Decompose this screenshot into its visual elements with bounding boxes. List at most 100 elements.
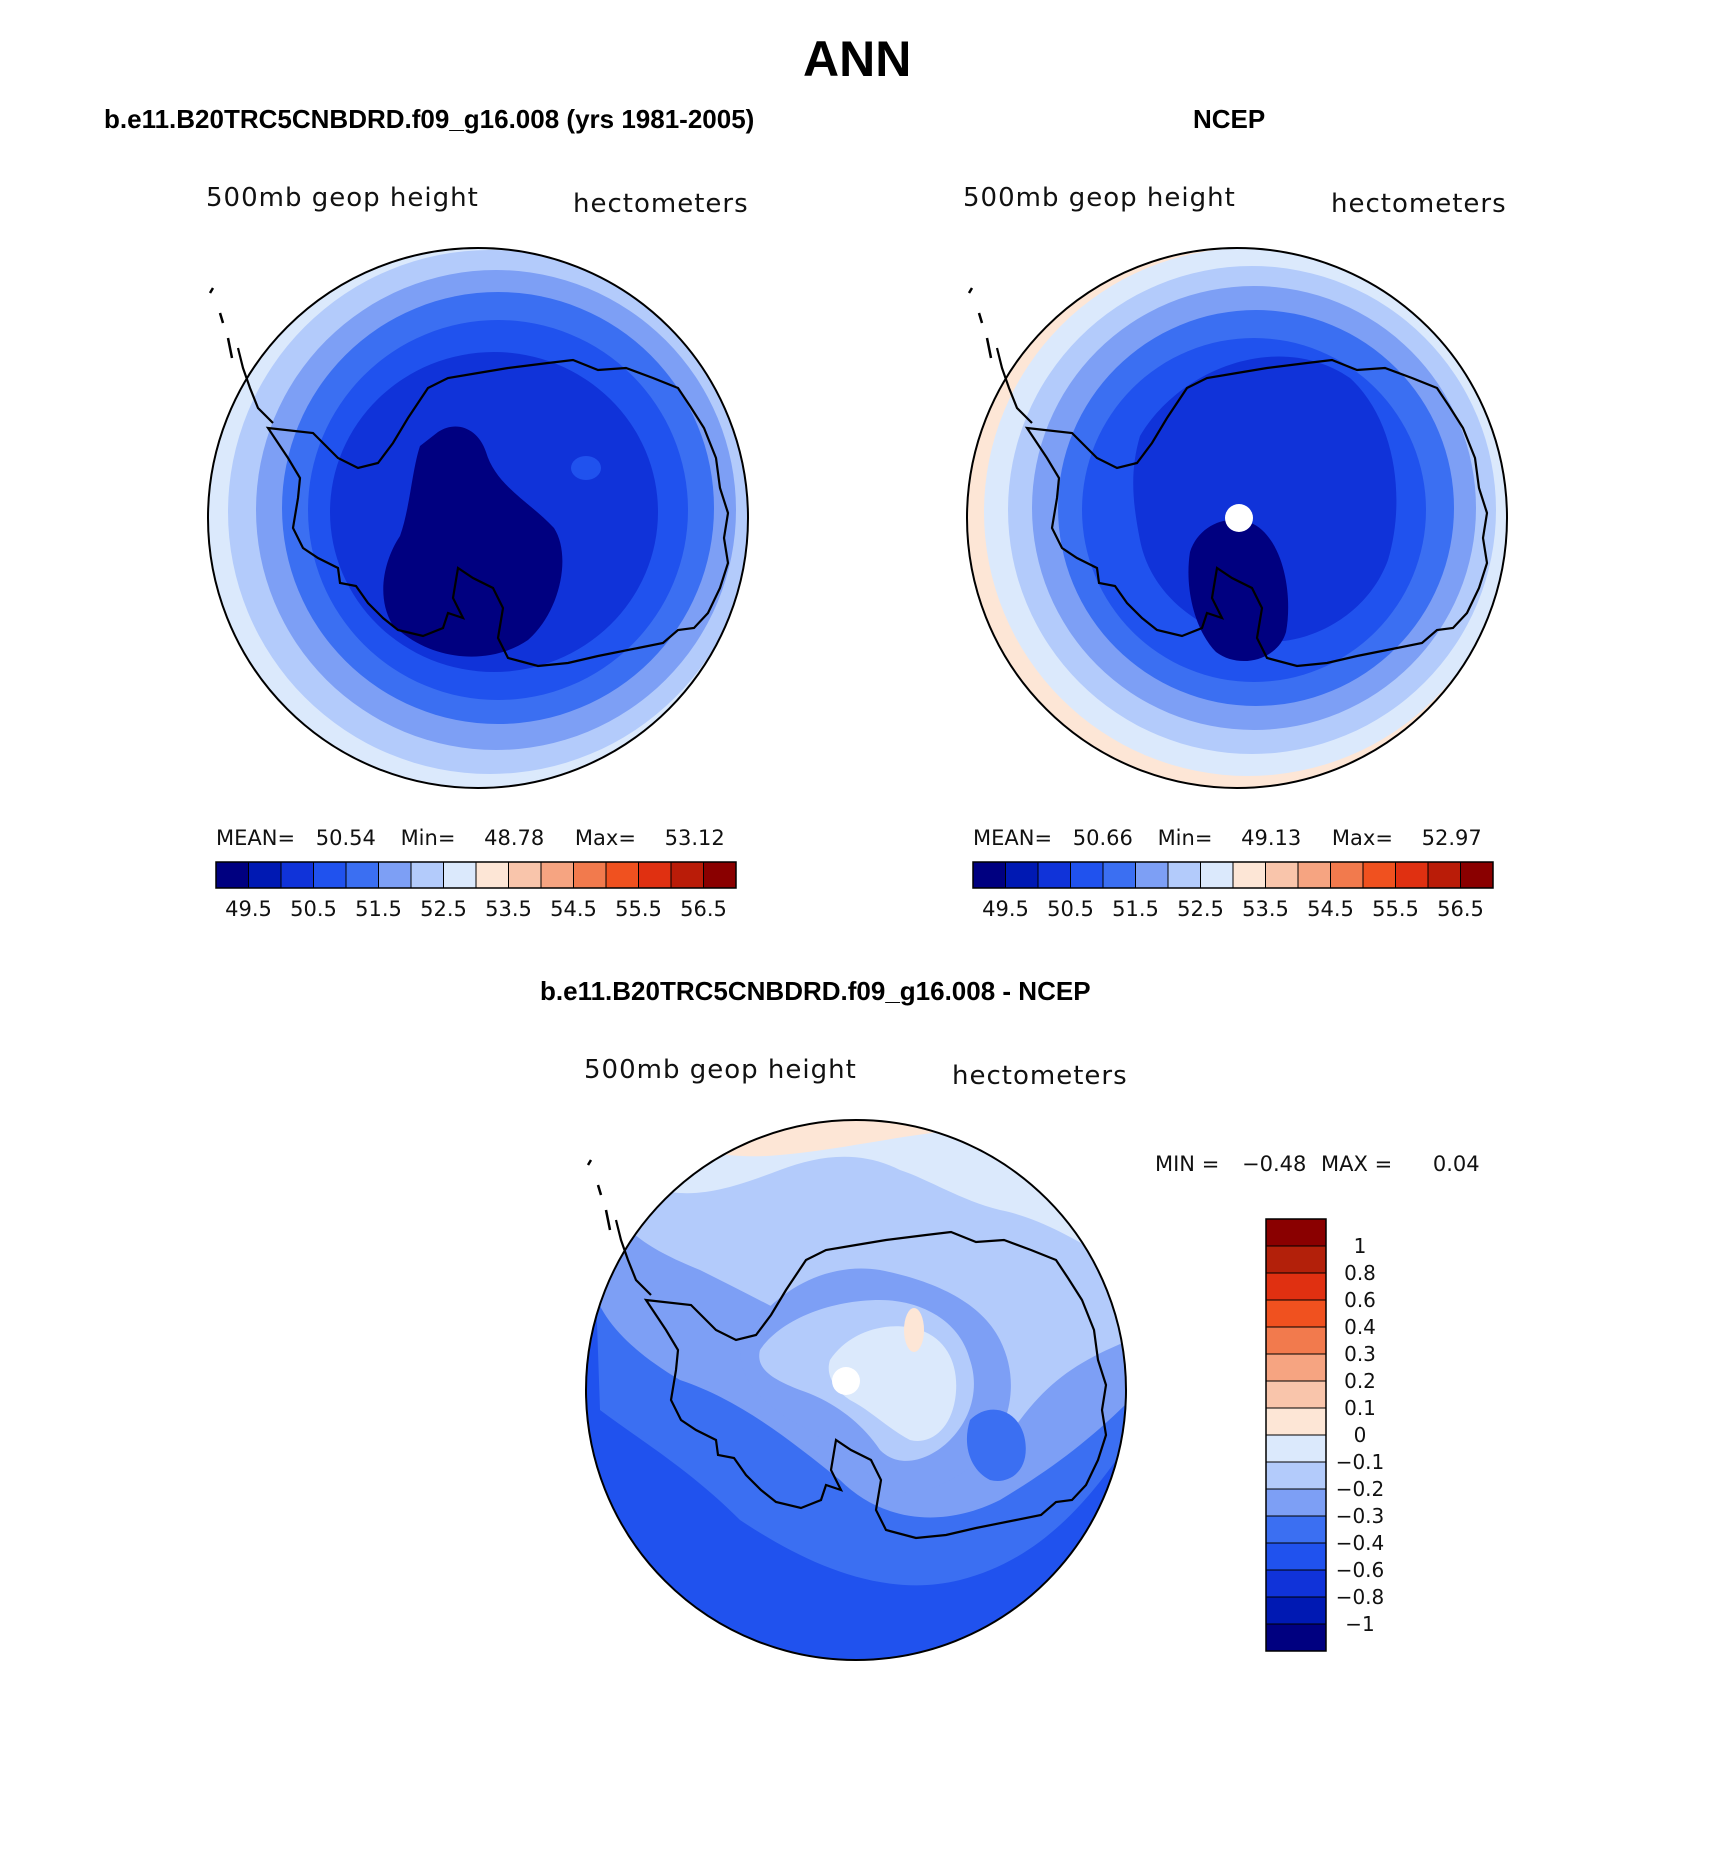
panel-1-colorbar-label: 49.5 xyxy=(225,897,272,921)
panel-1-colorbar-swatch xyxy=(215,861,249,889)
diff-max-label: MAX = xyxy=(1321,1152,1393,1176)
diff-colorbar-swatch xyxy=(1265,1353,1327,1382)
diff-colorbar-swatch xyxy=(1265,1569,1327,1598)
diff-colorbar-label: 0.4 xyxy=(1344,1315,1376,1339)
diff-colorbar-swatch xyxy=(1265,1461,1327,1490)
panel-1-colorbar-swatch xyxy=(313,861,347,889)
panel-1-colorbar-label: 51.5 xyxy=(355,897,402,921)
diff-colorbar-swatch xyxy=(1265,1542,1327,1571)
panel-1-map xyxy=(207,247,749,789)
diff-colorbar-swatch xyxy=(1265,1407,1327,1436)
panel-2-min: 49.13 xyxy=(1241,826,1302,850)
diff-colorbar-label: −0.4 xyxy=(1336,1531,1385,1555)
diff-colorbar-label: −0.3 xyxy=(1336,1504,1385,1528)
panel-1-colorbar-label: 55.5 xyxy=(615,897,662,921)
diff-colorbar-label: 0.2 xyxy=(1344,1369,1376,1393)
panel-2-colorbar-label: 53.5 xyxy=(1242,897,1289,921)
diff-colorbar-swatch xyxy=(1265,1596,1327,1625)
diff-colorbar-label: 0.6 xyxy=(1344,1288,1376,1312)
panel-2-colorbar-swatch xyxy=(1005,861,1039,889)
diff-colorbar-label: −0.6 xyxy=(1336,1558,1385,1582)
diff-colorbar: 1 0.8 0.6 0.4 0.3 0.2 0.1 0 −0.1 −0.2 −0.3 −0.4 −0.6… xyxy=(1265,1218,1385,1652)
panel-1-colorbar-swatch xyxy=(573,861,607,889)
panel-1-colorbar-swatch xyxy=(638,861,672,889)
panel-1-colorbar-label: 53.5 xyxy=(485,897,532,921)
panel-1-colorbar-swatch xyxy=(345,861,379,889)
panel-2-colorbar-label: 50.5 xyxy=(1047,897,1094,921)
diff-colorbar-swatch xyxy=(1265,1380,1327,1409)
panel-2-min-label: Min= xyxy=(1157,826,1213,850)
diff-colorbar-swatch xyxy=(1265,1299,1327,1328)
panel-2-colorbar-swatch xyxy=(1362,861,1396,889)
diff-colorbar-label: 1 xyxy=(1354,1234,1367,1258)
diff-colorbar-label: 0.3 xyxy=(1344,1342,1376,1366)
panel-2-colorbar-label: 49.5 xyxy=(982,897,1029,921)
diff-colorbar-swatch xyxy=(1265,1218,1327,1247)
panel-1-mean: 50.54 xyxy=(315,826,376,850)
panel-2-colorbar-swatch xyxy=(1460,861,1494,889)
panel-1-colorbar-swatch xyxy=(508,861,542,889)
panel-2-colorbar-swatch xyxy=(972,861,1006,889)
diff-colorbar-label: 0.1 xyxy=(1344,1396,1376,1420)
panel-1-colorbar-swatch xyxy=(540,861,574,889)
diff-colorbar-label: 0 xyxy=(1354,1423,1367,1447)
panel-2-mean: 50.66 xyxy=(1072,826,1133,850)
diff-colorbar-swatch xyxy=(1265,1434,1327,1463)
diff-variable: 500mb geop height xyxy=(584,1055,857,1085)
panel-2-colorbar-swatch xyxy=(1265,861,1299,889)
diff-min: −0.48 xyxy=(1241,1152,1307,1176)
panel-1-colorbar-swatch xyxy=(443,861,477,889)
panel-2-colorbar-label: 56.5 xyxy=(1437,897,1484,921)
panel-1-variable: 500mb geop height xyxy=(206,183,479,213)
panel-1-colorbar-swatch xyxy=(410,861,444,889)
panel-1-colorbar: 49.5 50.5 51.5 52.5 53.5 54.5 55.5 56.5 xyxy=(215,861,737,921)
diff-units: hectometers xyxy=(952,1061,1128,1091)
panel-1-colorbar-swatch xyxy=(280,861,314,889)
panel-2-variable: 500mb geop height xyxy=(963,183,1236,213)
panel-1-max: 53.12 xyxy=(664,826,725,850)
diff-colorbar-swatch xyxy=(1265,1245,1327,1274)
diff-max: 0.04 xyxy=(1432,1152,1480,1176)
panel-2-colorbar-swatch xyxy=(1070,861,1104,889)
panel-2-colorbar-swatch xyxy=(1167,861,1201,889)
panel-2-colorbar: 49.5 50.5 51.5 52.5 53.5 54.5 55.5 56.5 xyxy=(972,861,1494,921)
panel-1-colorbar-label: 52.5 xyxy=(420,897,467,921)
diff-colorbar-swatch xyxy=(1265,1488,1327,1517)
panel-1-mean-label: MEAN= xyxy=(216,826,296,850)
panel-1-stats: MEAN= 50.54 Min= 48.78 Max= 53.12 xyxy=(216,826,725,850)
diff-colorbar-label: −0.2 xyxy=(1336,1477,1385,1501)
diff-colorbar-swatch xyxy=(1265,1326,1327,1355)
panel-1-colorbar-swatch xyxy=(670,861,704,889)
panel-1-colorbar-swatch xyxy=(475,861,509,889)
panel-2-colorbar-swatch xyxy=(1395,861,1429,889)
panel-1-min-label: Min= xyxy=(400,826,456,850)
diff-colorbar-swatch xyxy=(1265,1515,1327,1544)
panel-2-colorbar-swatch xyxy=(1427,861,1461,889)
panel-2-colorbar-swatch xyxy=(1330,861,1364,889)
panel-1-min: 48.78 xyxy=(484,826,545,850)
panel-2-colorbar-label: 54.5 xyxy=(1307,897,1354,921)
panel-1-colorbar-swatch xyxy=(378,861,412,889)
panel-2-colorbar-swatch xyxy=(1297,861,1331,889)
diff-colorbar-swatch xyxy=(1265,1272,1327,1301)
panel-2-colorbar-label: 52.5 xyxy=(1177,897,1224,921)
diff-colorbar-label: 0.8 xyxy=(1344,1261,1376,1285)
diff-map xyxy=(585,1119,1127,1661)
panel-2-colorbar-swatch xyxy=(1135,861,1169,889)
diff-min-label: MIN = xyxy=(1155,1152,1220,1176)
panel-1-colorbar-swatch xyxy=(248,861,282,889)
panel-1-colorbar-label: 50.5 xyxy=(290,897,337,921)
panel-2-colorbar-swatch xyxy=(1200,861,1234,889)
diff-title: b.e11.B20TRC5CNBDRD.f09_g16.008 - NCEP xyxy=(540,976,1091,1006)
panel-1-colorbar-swatch xyxy=(703,861,737,889)
panel-2-colorbar-swatch xyxy=(1037,861,1071,889)
diff-colorbar-swatch xyxy=(1265,1623,1327,1652)
diff-stats: MIN = −0.48 MAX = 0.04 xyxy=(1155,1152,1480,1176)
panel-1-case-title: b.e11.B20TRC5CNBDRD.f09_g16.008 (yrs 198… xyxy=(104,104,755,134)
panel-2-map xyxy=(966,247,1508,789)
panel-2-max-label: Max= xyxy=(1331,826,1393,850)
panel-1-units: hectometers xyxy=(573,189,749,219)
panel-2-colorbar-label: 55.5 xyxy=(1372,897,1419,921)
diff-colorbar-label: −1 xyxy=(1345,1612,1374,1636)
